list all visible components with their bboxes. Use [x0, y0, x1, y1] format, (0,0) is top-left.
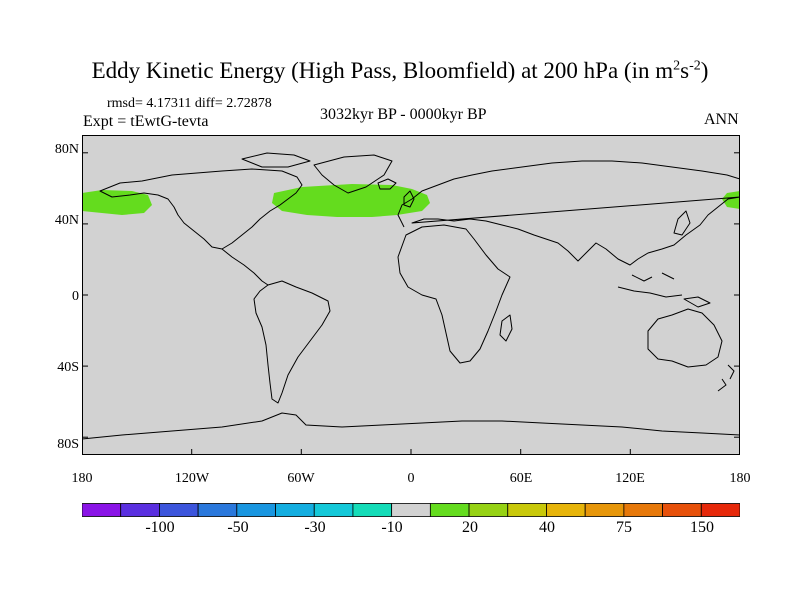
colorbar-box [662, 503, 702, 517]
coast-eurasia [397, 160, 740, 266]
coast-british-isles [403, 190, 415, 208]
lon-label-120w: 120W [174, 471, 210, 486]
lat-label-80s: 80S [57, 437, 79, 452]
lon-label-180e: 180 [729, 471, 751, 486]
lon-label-120e: 120E [615, 471, 645, 486]
lat-label-40s: 40S [57, 360, 79, 375]
colorbar-box [584, 503, 625, 517]
colorbar-box [236, 503, 276, 517]
colorbar-box [468, 503, 509, 517]
colorbar-label: -30 [304, 519, 326, 536]
colorbar-box [313, 503, 354, 517]
stats-text: rmsd= 4.17311 diff= 2.72878 [107, 96, 272, 111]
colorbar-box [197, 503, 238, 517]
coast-central-america [221, 248, 269, 286]
coast-new-guinea [683, 296, 711, 308]
lat-label-40n: 40N [54, 213, 79, 228]
season-label: ANN [704, 111, 739, 128]
colorbar-box [120, 503, 160, 517]
coast-australia [647, 308, 723, 368]
colorbar-box [546, 503, 586, 517]
coast-africa [397, 224, 511, 364]
coast-indonesia [617, 272, 683, 298]
chart-title: Eddy Kinetic Energy (High Pass, Bloomfie… [91, 58, 709, 83]
world-map [82, 135, 740, 455]
lon-label-180w: 180 [71, 471, 93, 486]
coast-south-america [253, 280, 331, 404]
colorbar-box [159, 503, 199, 517]
coast-madagascar [499, 314, 513, 342]
lat-label-80n: 80N [54, 142, 79, 157]
coast-new-zealand [717, 364, 735, 392]
coast-iceland [377, 178, 397, 190]
coast-north-america [99, 168, 303, 250]
anomaly-blob-atlantic [272, 184, 430, 217]
colorbar-box [429, 503, 470, 517]
coastlines [82, 152, 740, 440]
map-background [82, 135, 740, 455]
lon-label-60w: 60W [287, 471, 315, 486]
colorbar-label: 40 [539, 519, 555, 536]
colorbar-box [507, 503, 547, 517]
experiment-label: Expt = tEwtG-tevta [83, 113, 209, 130]
coast-antarctica [82, 412, 740, 440]
colorbar-label: -50 [227, 519, 249, 536]
colorbar-label: 150 [690, 519, 714, 536]
map-frame [82, 135, 740, 455]
coast-arctic-islands [241, 152, 311, 168]
colorbar-label: 75 [616, 519, 632, 536]
lon-label-60e: 60E [509, 471, 533, 486]
colorbar-box [623, 503, 663, 517]
colorbar-box [352, 503, 393, 517]
colorbar-box [700, 503, 740, 517]
anomaly-blob-pacific-east [722, 191, 740, 209]
colorbar-label: -100 [145, 519, 175, 536]
colorbar-label: 20 [462, 519, 478, 536]
period-label: 3032kyr BP - 0000kyr BP [320, 106, 487, 123]
lat-label-0: 0 [72, 289, 79, 304]
coast-greenland [313, 154, 393, 194]
coast-japan [673, 210, 691, 236]
colorbar [82, 503, 740, 517]
colorbar-label: -10 [381, 519, 403, 536]
colorbar-box [275, 503, 315, 517]
lon-label-0: 0 [407, 471, 415, 486]
colorbar-box [82, 503, 122, 517]
colorbar-box [391, 503, 431, 517]
anomaly-blob-pacific-west [82, 190, 152, 215]
